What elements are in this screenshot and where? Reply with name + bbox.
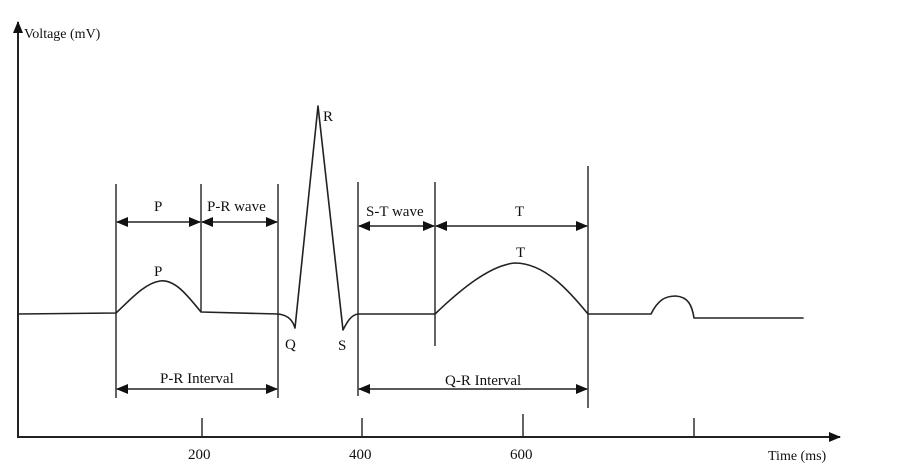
interval-qr-label: Q-R Interval bbox=[445, 373, 521, 389]
y-axis-title: Voltage (mV) bbox=[24, 27, 101, 42]
x-tick-label-600: 600 bbox=[510, 447, 533, 463]
wave-s-label: S bbox=[338, 338, 346, 354]
segment-t-label: T bbox=[515, 204, 524, 220]
wave-q-label: Q bbox=[285, 337, 296, 353]
wave-p-label: P bbox=[154, 264, 162, 280]
segment-st-wave-label: S-T wave bbox=[366, 204, 424, 220]
segment-pr-wave-label: P-R wave bbox=[207, 199, 266, 215]
x-tick-label-200: 200 bbox=[188, 447, 211, 463]
wave-r-label: R bbox=[323, 109, 333, 125]
x-tick-label-400: 400 bbox=[349, 447, 372, 463]
segment-p-label: P bbox=[154, 199, 162, 215]
wave-t-label: T bbox=[516, 245, 525, 261]
interval-pr-label: P-R Interval bbox=[160, 371, 234, 387]
x-axis-title: Time (ms) bbox=[768, 449, 827, 464]
